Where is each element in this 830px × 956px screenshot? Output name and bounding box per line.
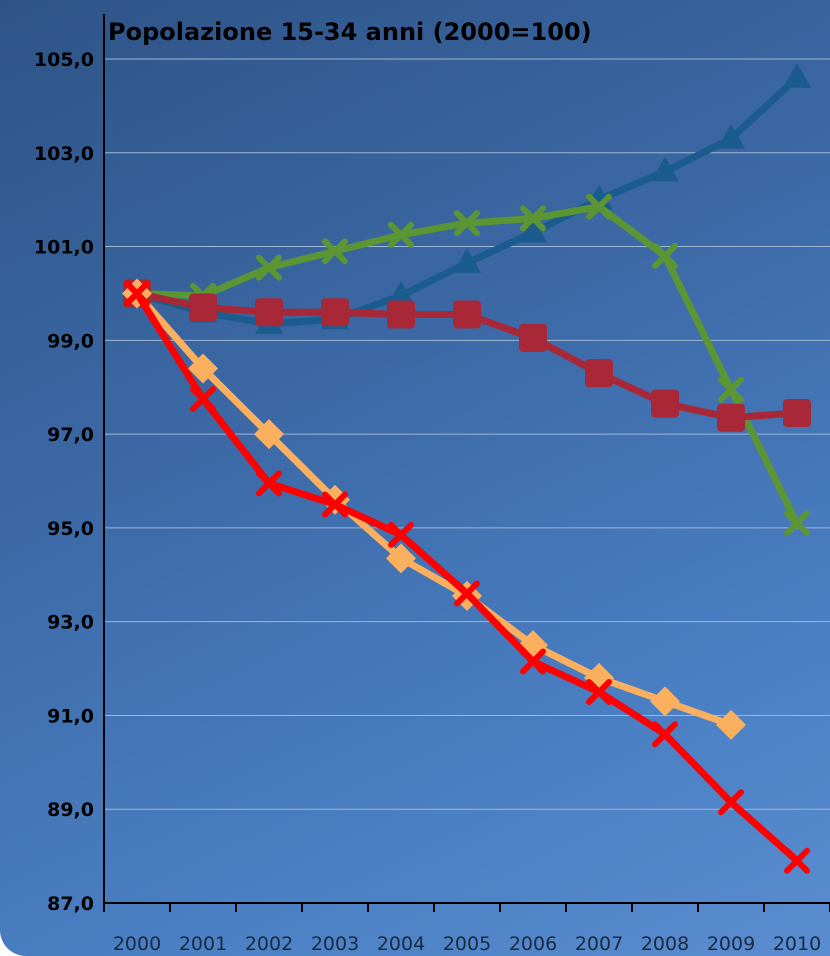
- data-point: [453, 300, 481, 329]
- y-tick-label: 95,0: [47, 518, 94, 540]
- data-point: [322, 238, 348, 265]
- data-point: [652, 721, 678, 748]
- series-2: [124, 193, 810, 537]
- x-tick-label: 2001: [179, 933, 227, 955]
- data-point: [189, 293, 217, 322]
- series-line: [133, 289, 801, 865]
- data-point: [453, 247, 481, 273]
- x-tick-label: 2008: [641, 933, 689, 955]
- data-point: [321, 298, 349, 327]
- data-point: [651, 389, 679, 418]
- data-point: [254, 419, 284, 450]
- data-point: [454, 580, 480, 607]
- axes: [103, 14, 830, 912]
- data-point: [717, 403, 745, 432]
- y-tick-label: 87,0: [47, 893, 94, 915]
- x-tick-label: 2005: [443, 933, 491, 955]
- series-1: [123, 62, 811, 334]
- data-point: [388, 521, 414, 548]
- series-line: [133, 289, 735, 729]
- y-tick-labels: 87,0 89,0 91,0 93,0 95,0 97,0 99,0 101,0 103,0 10…: [34, 49, 94, 915]
- data-point: [388, 221, 414, 248]
- series-4: [122, 278, 746, 740]
- y-tick-label: 99,0: [47, 330, 94, 352]
- data-point: [718, 789, 744, 816]
- data-point: [718, 376, 744, 403]
- x-tick-label: 2000: [113, 933, 161, 955]
- gridlines: [104, 58, 830, 810]
- data-point: [783, 399, 811, 428]
- data-point: [520, 648, 546, 675]
- data-point: [255, 298, 283, 327]
- data-point: [716, 709, 746, 740]
- x-tick-label: 2006: [509, 933, 557, 955]
- data-point: [586, 679, 612, 705]
- y-tick-label: 97,0: [47, 424, 94, 446]
- y-tick-label: 89,0: [47, 799, 94, 821]
- x-tick-label: 2007: [575, 933, 623, 955]
- data-point: [387, 300, 415, 329]
- data-point: [652, 242, 678, 269]
- data-point: [386, 543, 416, 574]
- y-tick-label: 93,0: [47, 612, 94, 634]
- data-point: [784, 510, 810, 537]
- data-point: [784, 847, 810, 874]
- y-tick-label: 101,0: [34, 237, 94, 259]
- data-point: [454, 210, 480, 237]
- data-point: [256, 254, 282, 281]
- data-point: [650, 686, 680, 717]
- data-point: [190, 385, 216, 412]
- y-tick-label: 91,0: [47, 705, 94, 727]
- data-point: [586, 193, 612, 220]
- series-lines: [122, 62, 811, 874]
- data-point: [256, 470, 282, 497]
- x-tick-label: 2004: [377, 933, 425, 955]
- series-3: [123, 279, 811, 432]
- data-point: [585, 359, 613, 388]
- x-tick-label: 2002: [245, 933, 293, 955]
- data-point: [188, 353, 218, 384]
- data-point: [783, 62, 811, 88]
- chart-title: Popolazione 15-34 anni (2000=100): [108, 18, 592, 46]
- data-point: [387, 280, 415, 306]
- series-line: [133, 74, 801, 328]
- y-tick-label: 103,0: [34, 143, 94, 165]
- data-point: [124, 280, 150, 307]
- series-5: [124, 280, 810, 874]
- data-point: [520, 205, 546, 232]
- x-tick-labels: 2000 2001 2002 2003 2004 2005 2006 2007 2008 2009…: [113, 933, 821, 955]
- x-tick-label: 2010: [773, 933, 821, 955]
- data-point: [519, 323, 547, 352]
- y-tick-label: 105,0: [34, 49, 94, 71]
- x-tick-label: 2009: [707, 933, 755, 955]
- data-point: [717, 123, 745, 149]
- data-point: [322, 491, 348, 518]
- data-point: [651, 156, 679, 182]
- data-point: [519, 217, 547, 243]
- x-tick-label: 2003: [311, 933, 359, 955]
